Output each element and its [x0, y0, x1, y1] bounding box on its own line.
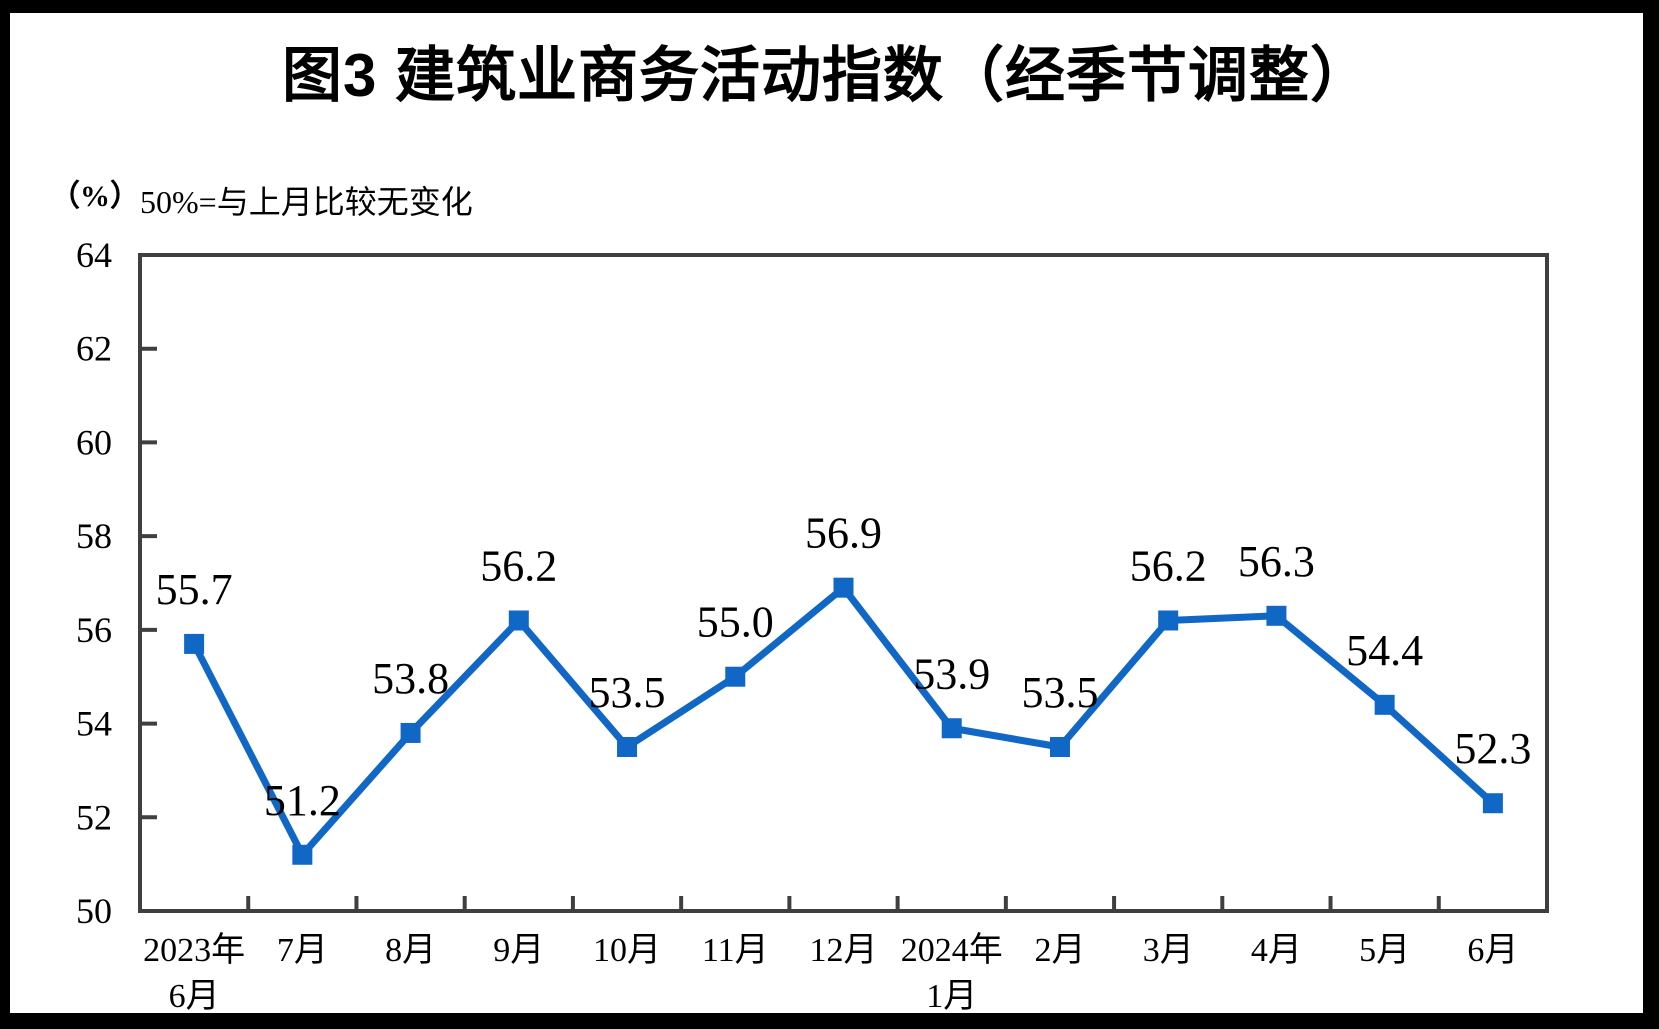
data-point-label: 56.2	[1130, 541, 1207, 590]
data-point-marker	[725, 666, 746, 687]
data-point-marker	[1158, 610, 1179, 631]
y-axis-tick-label: 60	[76, 422, 112, 462]
data-point-label: 55.7	[156, 565, 233, 614]
data-point-marker	[1374, 694, 1395, 715]
data-point-label: 53.9	[913, 649, 990, 698]
data-point-label: 56.9	[805, 509, 882, 558]
y-axis-tick-label: 62	[76, 329, 112, 369]
x-axis-tick-label: 2024年 1月	[901, 931, 1003, 1015]
data-point-marker	[833, 577, 854, 598]
data-point-marker	[400, 722, 421, 743]
x-axis-tick-label: 10月	[593, 932, 661, 969]
x-axis-tick-label: 9月	[493, 932, 544, 969]
data-point-label: 56.3	[1238, 537, 1315, 586]
data-point-label: 51.2	[264, 776, 341, 825]
data-point-marker	[617, 737, 638, 757]
data-point-marker	[508, 610, 529, 631]
chart-title: 图3 建筑业商务活动指数（经季节调整）	[281, 42, 1372, 109]
y-axis-tick-label: 64	[76, 235, 112, 275]
data-point-label: 53.5	[589, 668, 666, 717]
data-point-marker	[292, 844, 313, 865]
data-point-label: 56.2	[480, 541, 557, 590]
data-point-marker	[184, 633, 205, 654]
y-axis-tick-label: 58	[76, 516, 112, 556]
x-axis-tick-label: 2023年 6月	[143, 931, 245, 1015]
x-axis-tick-label: 2月	[1034, 932, 1085, 969]
x-axis-tick-label: 3月	[1143, 932, 1194, 969]
x-axis-tick-label: 7月	[277, 932, 328, 969]
y-axis-tick-label: 54	[76, 704, 112, 744]
data-point-marker	[1482, 793, 1503, 814]
line-chart-canvas: 50 52 54 56 58 60 62 64 2023年 6月 7月 8月 9月 10月 11月 12月 20…	[76, 235, 1549, 1015]
x-axis-tick-label: 11月	[702, 932, 769, 969]
plot-frame	[138, 253, 1549, 913]
data-point-label: 54.4	[1346, 626, 1423, 675]
y-axis-tick-label: 56	[76, 610, 112, 650]
y-axis-unit-label: （%）	[50, 180, 140, 213]
data-point-label: 55.0	[697, 598, 774, 647]
x-axis-tick-label: 12月	[810, 932, 878, 969]
x-axis-tick-label: 8月	[385, 932, 436, 969]
series-line	[190, 584, 1497, 859]
y-axis-tick-label: 50	[76, 891, 112, 931]
data-point-marker	[1266, 605, 1287, 626]
x-axis-tick-label: 5月	[1359, 932, 1410, 969]
data-point-label: 53.5	[1021, 668, 1098, 717]
x-axis-tick-label: 4月	[1251, 932, 1302, 969]
data-point-label: 53.8	[372, 654, 449, 703]
data-point-marker	[1049, 737, 1070, 757]
baseline-note: 50%=与上月比较无变化	[140, 184, 473, 220]
x-axis-tick-label: 6月	[1467, 932, 1518, 969]
data-point-label: 52.3	[1454, 724, 1531, 773]
y-axis-tick-label: 52	[76, 797, 112, 837]
data-point-marker	[941, 718, 962, 739]
